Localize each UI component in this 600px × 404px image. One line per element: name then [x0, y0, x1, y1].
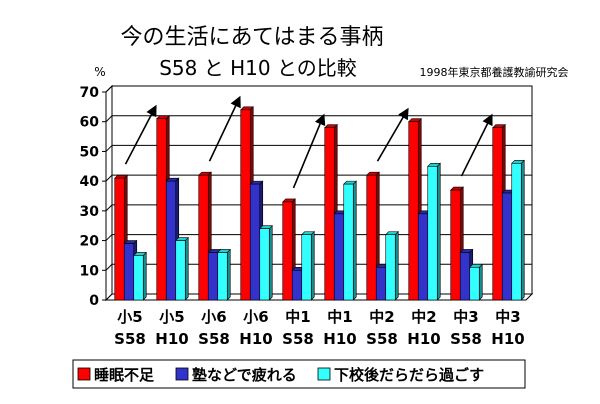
bar-side: [226, 248, 231, 301]
y-tick-label: 50: [80, 144, 100, 160]
bar-side: [436, 162, 441, 301]
x-tick-label: 中3: [495, 308, 520, 326]
legend-swatch: [77, 367, 91, 381]
bar-side: [352, 180, 357, 301]
chart-subtitle: S58 と H10 との比較: [159, 56, 357, 80]
bar: [324, 127, 335, 301]
chart-source: 1998年東京都養護教諭研究会: [420, 65, 569, 79]
trend-arrow: [124, 104, 157, 165]
y-tick-label: 60: [80, 115, 100, 131]
gridline-depth: [105, 234, 113, 241]
plot-area: 0 10 20 30 40 50 60 70 小5 S58 小5 H10 小6 S58 小6 H10 中1 S58…: [80, 84, 534, 348]
bar-side: [478, 263, 483, 301]
x-tick-label: 中1: [285, 308, 310, 326]
x-tick-label: S58: [114, 330, 146, 348]
x-tick-label: H10: [239, 330, 272, 348]
bar: [282, 201, 293, 301]
y-tick-label: 10: [80, 263, 100, 279]
gridline-depth: [105, 145, 113, 152]
bar: [408, 121, 419, 301]
y-tick-label: 20: [80, 234, 100, 250]
legend-label: 下校後だらだら過ごす: [334, 366, 484, 384]
bar: [385, 234, 396, 301]
legend-label: 睡眠不足: [94, 366, 155, 384]
legend-swatch: [317, 367, 331, 381]
trend-arrow: [376, 107, 409, 162]
trend-arrow: [460, 113, 493, 177]
legend-swatch: [175, 367, 189, 381]
legend-box: [72, 359, 526, 389]
y-tick-label: 30: [80, 204, 100, 220]
x-tick-label: S58: [450, 330, 482, 348]
bar: [333, 213, 345, 301]
bar: [501, 192, 513, 301]
bar: [492, 127, 503, 301]
y-tick-label: 0: [89, 293, 99, 309]
bar: [207, 252, 219, 301]
bar: [249, 183, 261, 301]
bar: [343, 183, 354, 301]
bar: [366, 174, 377, 301]
bar: [301, 234, 312, 301]
gridline-depth: [105, 85, 113, 93]
x-tick-label: H10: [155, 330, 188, 348]
gridline-depth: [105, 263, 113, 271]
x-tick-label: 小6: [243, 308, 268, 326]
legend-label: 塾などで疲れる: [192, 366, 297, 384]
x-tick-label: H10: [323, 330, 356, 348]
bar: [123, 243, 135, 301]
x-tick-label: 小5: [117, 308, 142, 326]
bar-side: [184, 236, 189, 301]
bar: [240, 109, 251, 301]
gridline-depth: [105, 115, 113, 123]
y-axis-label: %: [94, 65, 105, 79]
y-tick-label: 70: [80, 85, 100, 101]
trend-arrow: [292, 113, 326, 189]
bar: [259, 228, 270, 301]
bar-side: [394, 230, 399, 301]
x-tick-label: S58: [366, 330, 398, 348]
x-tick-label: S58: [198, 330, 230, 348]
bar: [291, 269, 303, 301]
bar: [175, 240, 186, 301]
bar-side: [520, 159, 525, 301]
bar-side: [268, 224, 273, 301]
bar: [133, 255, 144, 301]
bar: [156, 118, 167, 301]
x-tick-label: 小5: [159, 308, 184, 326]
gridline-depth: [105, 204, 113, 212]
x-tick-label: H10: [491, 330, 524, 348]
gridline-depth: [105, 174, 113, 182]
x-tick-label: 中1: [327, 308, 352, 326]
bar: [459, 252, 471, 301]
bar: [511, 163, 522, 301]
bar-side: [142, 251, 147, 301]
x-tick-label: 小6: [201, 308, 226, 326]
x-tick-label: H10: [407, 330, 440, 348]
trend-arrow: [208, 95, 241, 162]
bar: [217, 252, 228, 301]
bar-side: [310, 230, 315, 301]
bar: [469, 267, 480, 301]
x-tick-label: 中2: [369, 308, 394, 326]
chart-title: 今の生活にあてはまる事柄: [120, 25, 383, 50]
bar: [375, 267, 387, 301]
bar: [427, 165, 438, 301]
bar: [165, 180, 177, 301]
bar: [114, 177, 125, 301]
legend: 睡眠不足 塾などで疲れる 下校後だらだら過ごす: [72, 359, 526, 389]
x-tick-label: 中2: [411, 308, 436, 326]
x-tick-label: S58: [282, 330, 314, 348]
bar: [450, 189, 461, 301]
bar: [417, 213, 429, 301]
x-tick-label: 中3: [453, 308, 478, 326]
y-tick-label: 40: [80, 174, 100, 190]
bar: [198, 174, 209, 301]
